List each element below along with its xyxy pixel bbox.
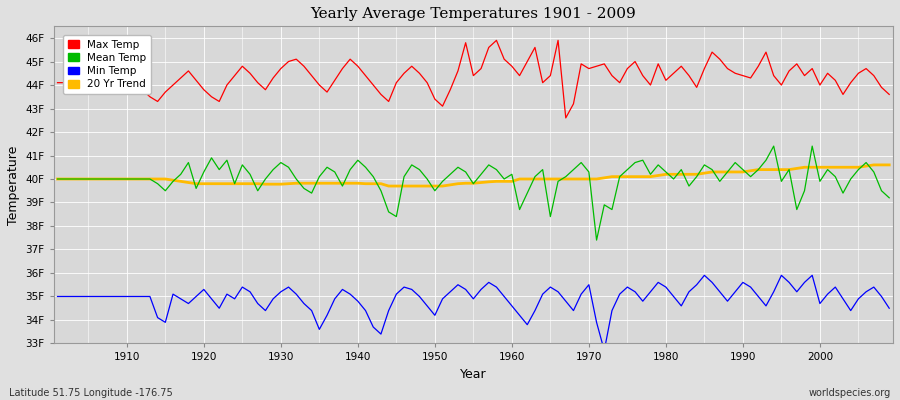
Title: Yearly Average Temperatures 1901 - 2009: Yearly Average Temperatures 1901 - 2009 xyxy=(310,7,636,21)
Text: worldspecies.org: worldspecies.org xyxy=(809,388,891,398)
X-axis label: Year: Year xyxy=(460,368,487,381)
Text: Latitude 51.75 Longitude -176.75: Latitude 51.75 Longitude -176.75 xyxy=(9,388,173,398)
Legend: Max Temp, Mean Temp, Min Temp, 20 Yr Trend: Max Temp, Mean Temp, Min Temp, 20 Yr Tre… xyxy=(63,35,151,94)
Y-axis label: Temperature: Temperature xyxy=(7,145,20,224)
